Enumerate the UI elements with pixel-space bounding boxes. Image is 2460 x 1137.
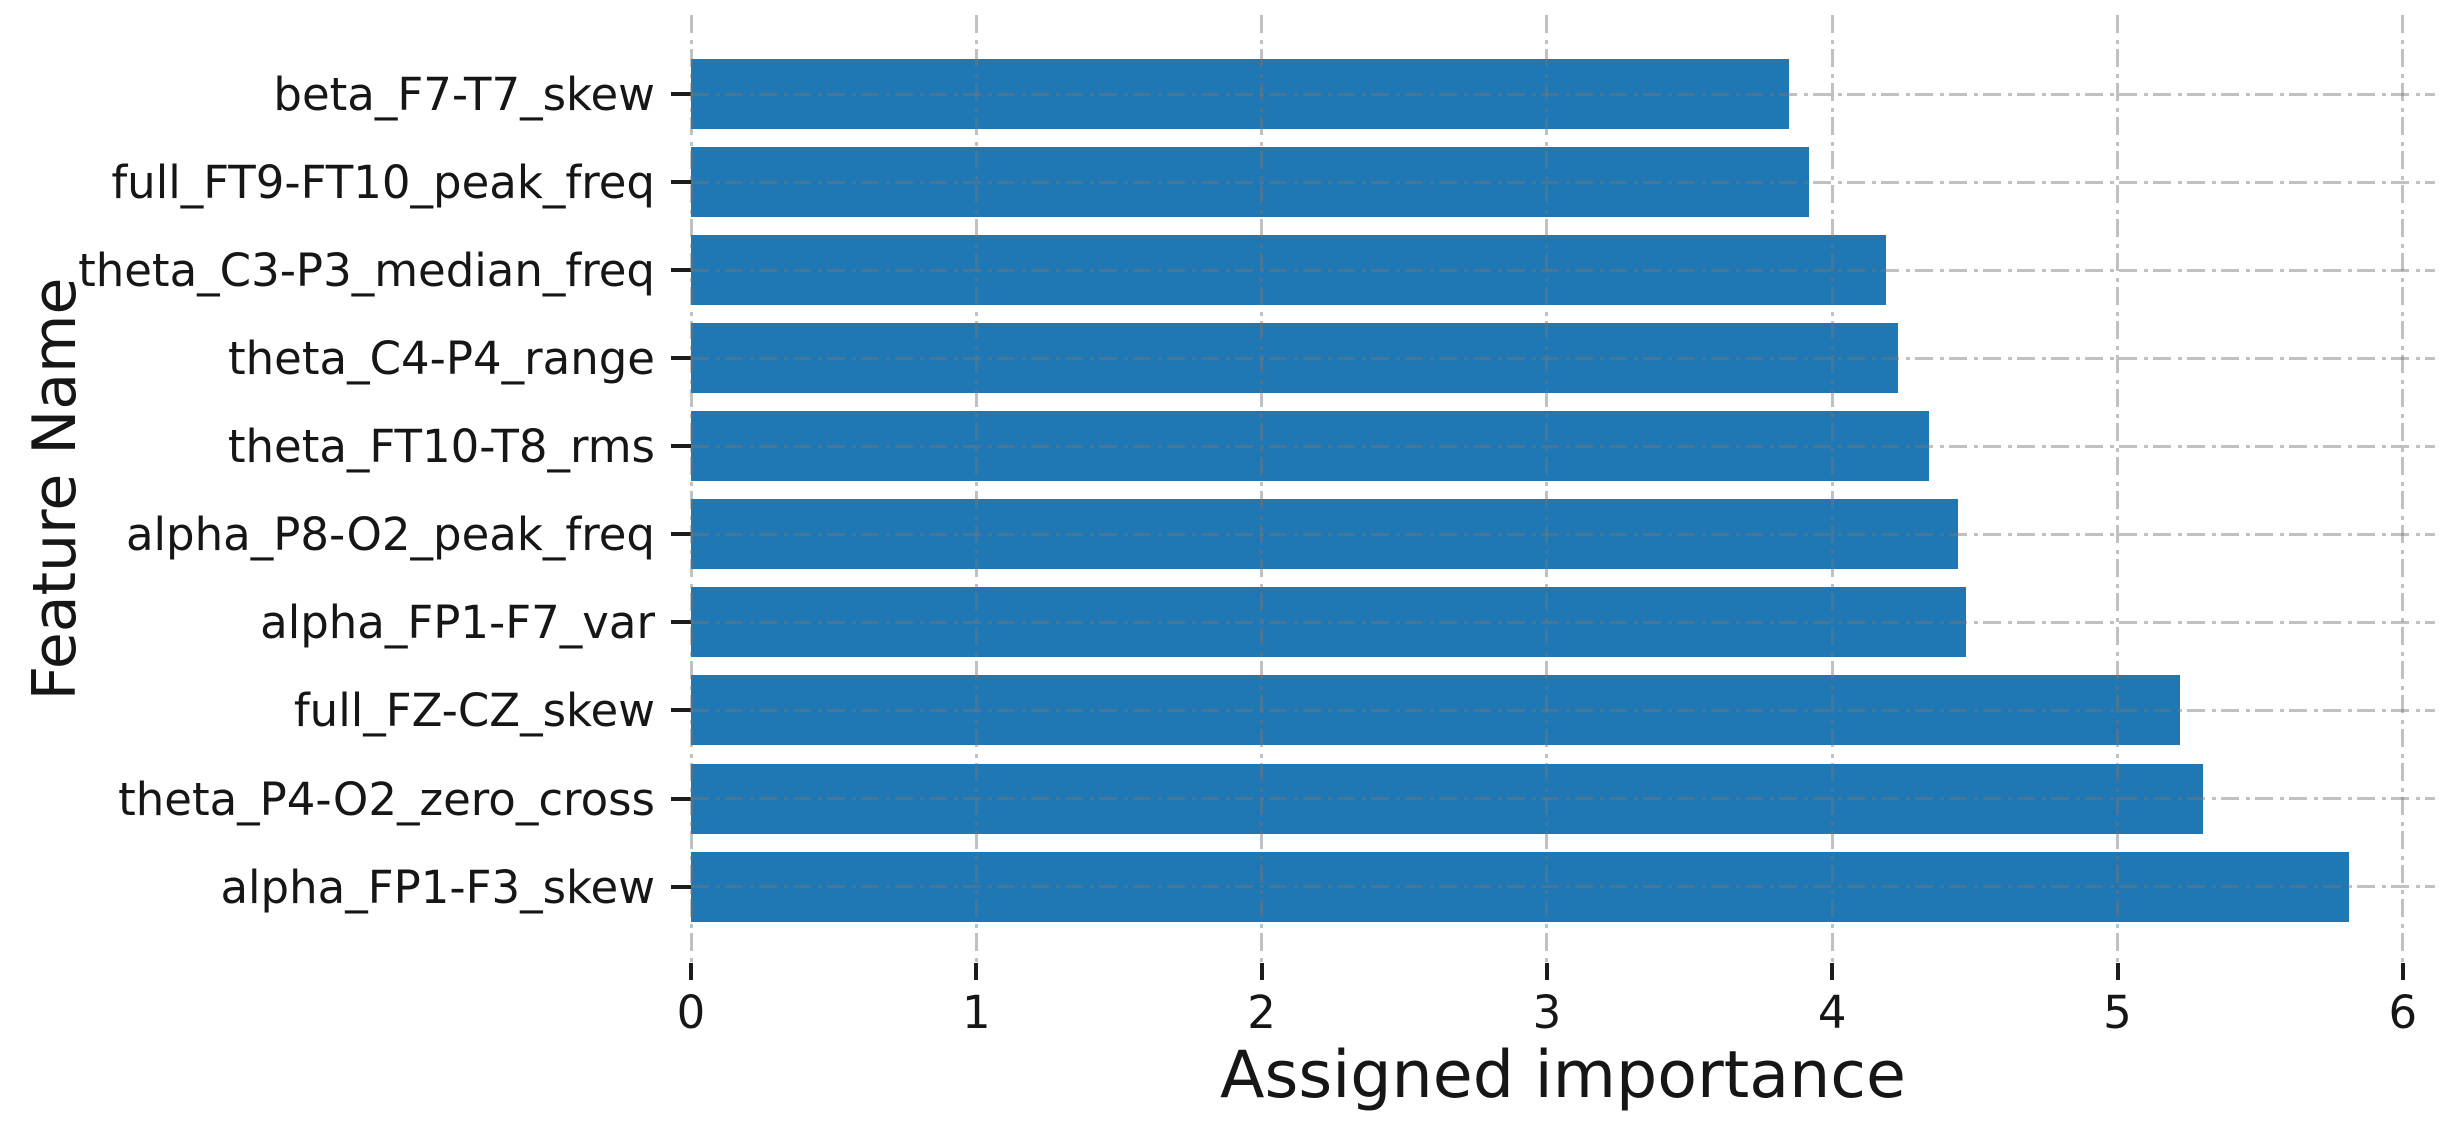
bar-theta_P4-O2_zero_cross <box>691 763 2204 834</box>
gridline-vertical <box>689 15 693 963</box>
y-tick-label: theta_P4-O2_zero_cross <box>118 772 655 826</box>
y-tick-label: alpha_FP1-F3_skew <box>220 860 655 914</box>
y-tick-label: full_FT9-FT10_peak_freq <box>111 156 655 210</box>
x-tick-mark <box>1259 963 1264 980</box>
x-tick-label: 4 <box>1817 986 1847 1039</box>
bar-theta_C4-P4_range <box>691 323 1898 394</box>
gridline-horizontal <box>691 708 2435 712</box>
y-tick-mark <box>671 532 691 537</box>
gridline-horizontal <box>691 532 2435 536</box>
x-axis-title: Assigned importance <box>1220 1038 1906 1113</box>
gridline-horizontal <box>691 797 2435 801</box>
gridline-horizontal <box>691 444 2435 448</box>
bar-alpha_P8-O2_peak_freq <box>691 499 1958 570</box>
bar-beta_F7-T7_skew <box>691 59 1790 129</box>
gridline-horizontal <box>691 620 2435 624</box>
y-tick-label: theta_FT10-T8_rms <box>227 420 655 474</box>
y-tick-label: alpha_FP1-F7_var <box>260 596 655 650</box>
y-tick-mark <box>671 884 691 889</box>
bar-theta_C3-P3_median_freq <box>691 235 1887 306</box>
y-tick-mark <box>671 708 691 713</box>
x-tick-label: 5 <box>2103 986 2132 1039</box>
x-tick-mark <box>689 963 693 980</box>
bar-alpha_FP1-F3_skew <box>691 851 2349 922</box>
y-tick-label: full_FZ-CZ_skew <box>293 684 655 738</box>
x-tick-label: 2 <box>1247 986 1276 1039</box>
y-tick-mark <box>671 796 691 801</box>
gridline-horizontal <box>691 356 2435 360</box>
x-tick-mark <box>974 963 979 980</box>
bar-full_FZ-CZ_skew <box>691 675 2181 746</box>
gridline-vertical <box>1260 15 1264 963</box>
gridline-horizontal <box>691 885 2435 889</box>
y-tick-label: alpha_P8-O2_peak_freq <box>125 508 655 562</box>
x-tick-label: 0 <box>676 986 706 1039</box>
y-tick-label: beta_F7-T7_skew <box>273 68 655 121</box>
x-tick-mark <box>2400 963 2405 980</box>
y-tick-mark <box>671 92 691 96</box>
bar-alpha_FP1-F7_var <box>691 587 1967 658</box>
y-tick-mark <box>671 180 691 185</box>
gridline-horizontal <box>691 92 2435 96</box>
gridline-vertical <box>1830 15 1834 963</box>
x-tick-mark <box>1544 963 1549 980</box>
plot-area <box>689 15 2435 963</box>
gridline-horizontal <box>691 268 2435 272</box>
y-tick-mark <box>671 444 691 449</box>
gridline-vertical <box>1545 15 1549 963</box>
gridline-vertical <box>974 15 978 963</box>
y-tick-label: theta_C4-P4_range <box>228 332 655 386</box>
y-tick-mark <box>671 356 691 361</box>
y-tick-label: theta_C3-P3_median_freq <box>78 244 655 298</box>
x-tick-mark <box>2115 963 2120 980</box>
y-tick-mark <box>671 620 691 625</box>
bar-full_FT9-FT10_peak_freq <box>691 147 1810 218</box>
x-tick-label: 1 <box>961 986 991 1039</box>
x-tick-mark <box>1830 963 1835 980</box>
bar-theta_FT10-T8_rms <box>691 411 1930 482</box>
y-tick-mark <box>671 268 691 273</box>
gridline-vertical <box>2401 15 2405 963</box>
gridline-horizontal <box>691 180 2435 184</box>
gridline-vertical <box>2116 15 2119 963</box>
x-tick-label: 3 <box>1532 986 1562 1039</box>
x-tick-label: 6 <box>2388 986 2418 1039</box>
